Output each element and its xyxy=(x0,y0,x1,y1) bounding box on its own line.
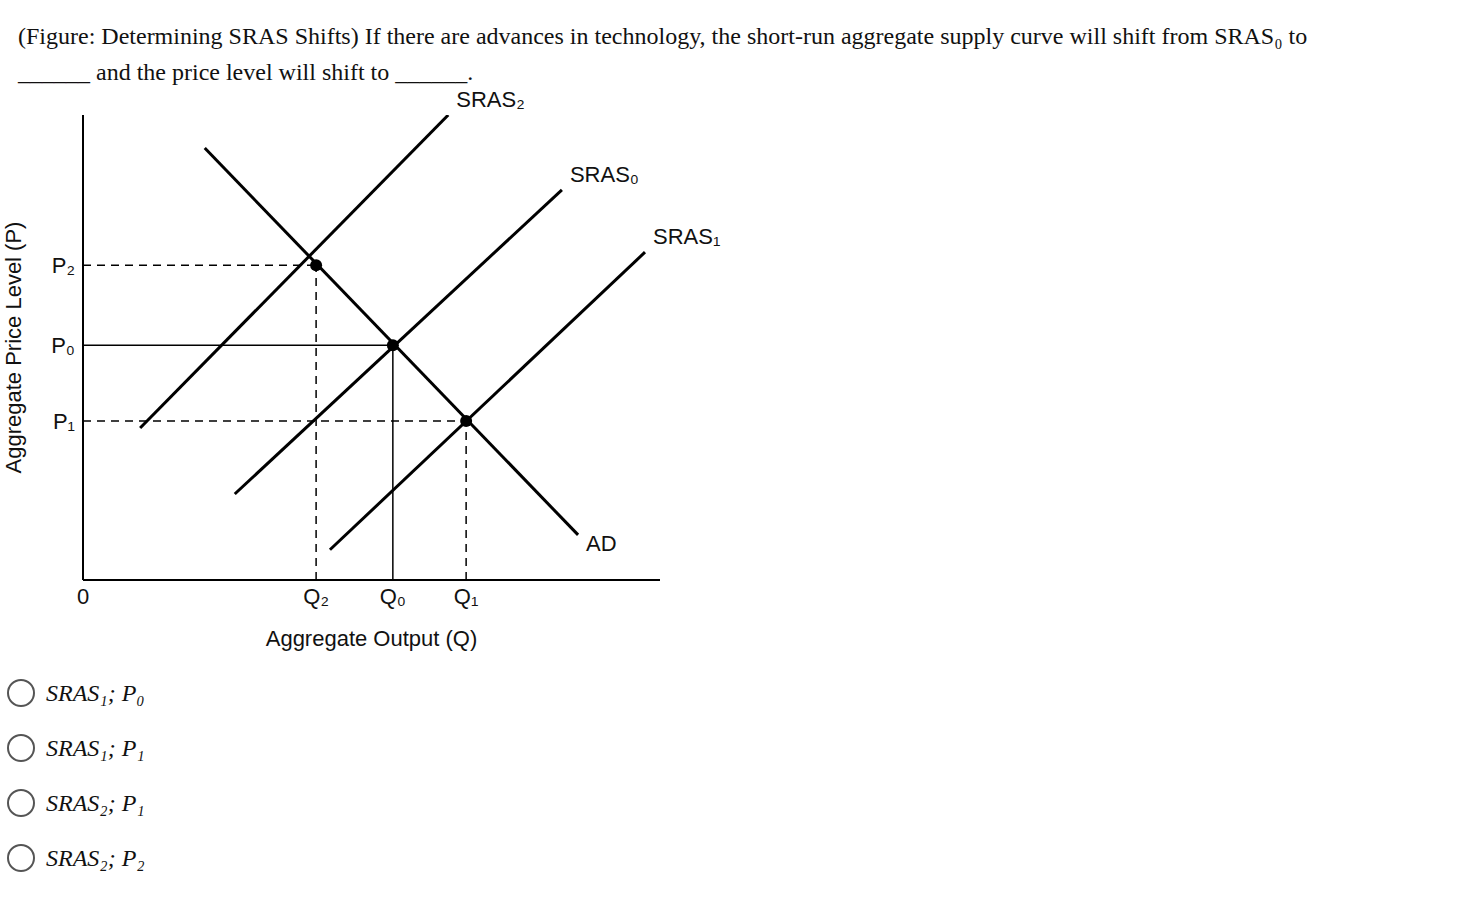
svg-text:Aggregate Price Level (P): Aggregate Price Level (P) xyxy=(8,222,26,474)
svg-text:SRAS₀: SRAS₀ xyxy=(570,162,639,187)
svg-text:Q₁: Q₁ xyxy=(454,584,479,609)
html-text:SRAS₂; P₂: SRAS₂; P₂ xyxy=(46,844,145,871)
html-text:SRAS₁; P₀: SRAS₁; P₀ xyxy=(46,679,145,706)
html-text:SRAS₁; P₁: SRAS₁; P₁ xyxy=(46,734,145,761)
svg-text:SRAS₂: SRAS₂ xyxy=(456,87,524,112)
html-text:(Figure: Determining SRAS Shif: (Figure: Determining SRAS Shifts) If the… xyxy=(18,23,1308,85)
svg-text:Aggregate Output (Q): Aggregate Output (Q) xyxy=(266,626,478,651)
svg-text:P₁: P₁ xyxy=(53,409,75,434)
html-text:SRAS₂; P₁: SRAS₂; P₁ xyxy=(46,789,145,816)
svg-text:Q₀: Q₀ xyxy=(380,584,406,609)
svg-text:AD: AD xyxy=(586,531,617,556)
svg-text:P₂: P₂ xyxy=(52,253,75,278)
svg-text:Q₂: Q₂ xyxy=(303,584,329,609)
svg-text:0: 0 xyxy=(77,584,89,609)
svg-text:P₀: P₀ xyxy=(51,333,75,358)
svg-text:SRAS₁: SRAS₁ xyxy=(653,224,720,249)
